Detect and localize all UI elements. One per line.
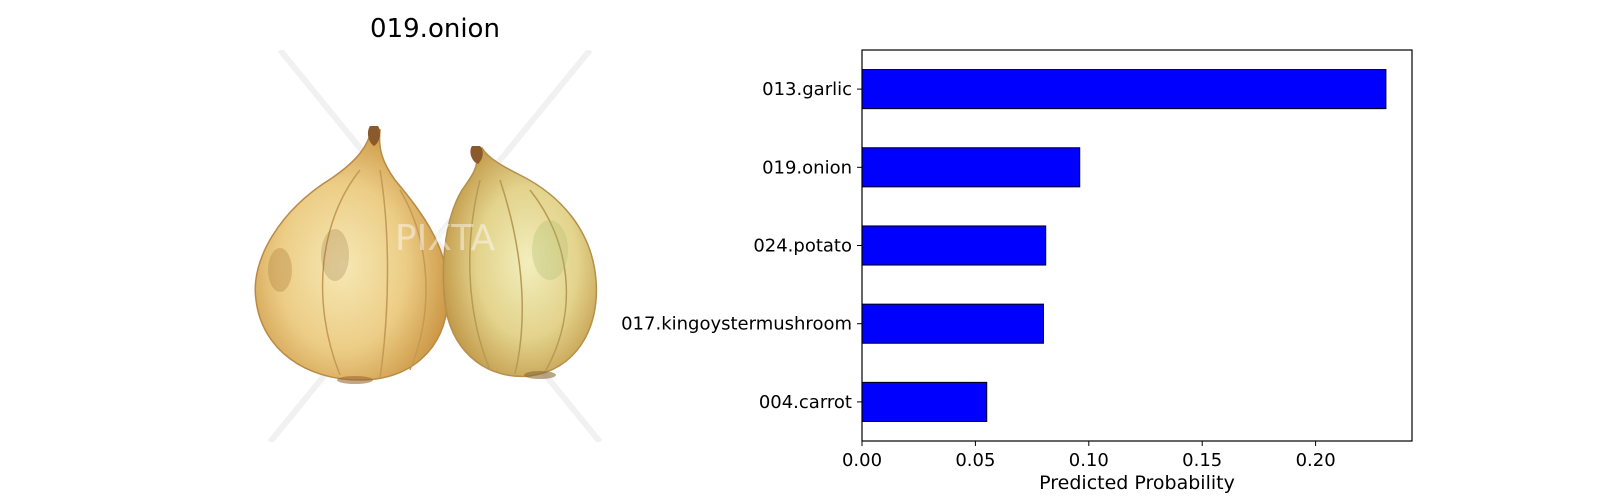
x-tick-label: 0.00 xyxy=(842,450,882,471)
bar-004.carrot xyxy=(861,381,988,422)
bars-group xyxy=(861,69,1387,422)
x-ticks-group: 0.00 0.05 0.10 0.15 0.20 xyxy=(842,441,1336,471)
x-tick-label: 0.05 xyxy=(955,450,995,471)
watermark-text: PIXTA xyxy=(395,218,496,259)
category-label: 004.carrot xyxy=(759,392,852,413)
bar-024.potato xyxy=(861,225,1047,266)
bar-013.garlic xyxy=(861,69,1387,110)
x-tick-label: 0.15 xyxy=(1182,450,1222,471)
plot-frame xyxy=(861,49,1413,442)
category-labels-group: 013.garlic 019.onion 024.potato 017.kingoys… xyxy=(621,79,862,413)
category-label: 017.kingoystermushroom xyxy=(621,314,852,335)
category-label: 024.potato xyxy=(753,236,852,257)
category-label: 013.garlic xyxy=(762,79,852,100)
x-tick-label: 0.10 xyxy=(1069,450,1109,471)
image-title: 019.onion xyxy=(370,14,500,44)
bar-019.onion xyxy=(861,147,1081,188)
bar-017.kingoystermushroom xyxy=(861,303,1044,344)
x-tick-label: 0.20 xyxy=(1296,450,1336,471)
category-label: 019.onion xyxy=(762,157,852,178)
x-axis-label: Predicted Probability xyxy=(1039,472,1235,494)
right-onion xyxy=(442,146,598,379)
onion-illustration: PIXTA xyxy=(254,50,603,442)
left-onion xyxy=(254,126,450,384)
